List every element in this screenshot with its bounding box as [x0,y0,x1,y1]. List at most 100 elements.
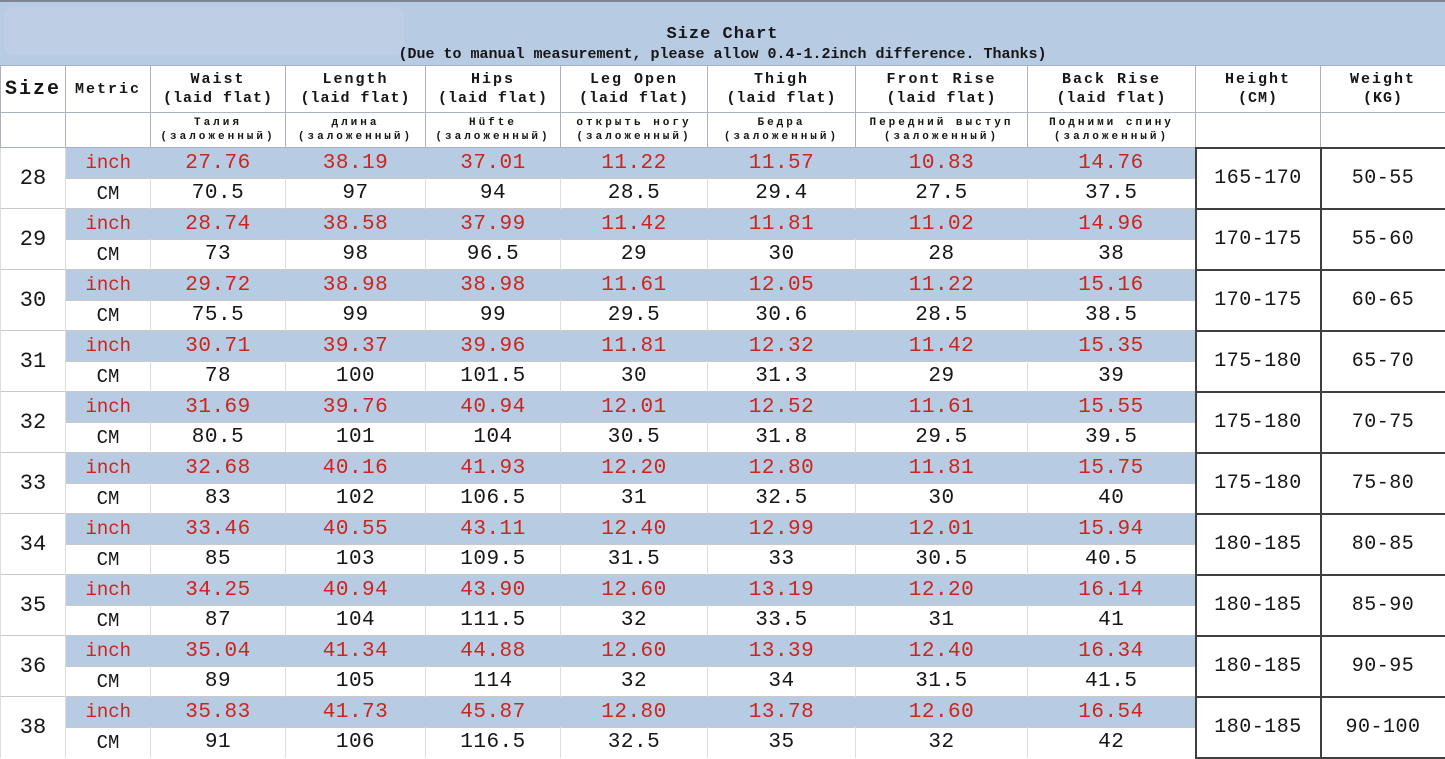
value-hips-inch: 37.99 [426,209,561,240]
col-header-size: Size [1,66,66,113]
value-waist-cm: 73 [151,240,286,270]
size-label-30: 30 [1,270,66,331]
col-subheader-waist-word: Талия [151,116,285,130]
metric-cm-label: CM [66,301,151,331]
value-waist-cm: 87 [151,606,286,636]
value-leg-open-cm: 29 [561,240,708,270]
col-header-back-rise-label: Back Rise [1028,70,1195,89]
col-subheader-thigh-paren: (заложенный) [708,130,855,144]
col-header-metric: Metric [66,66,151,113]
height-range-36: 180-185 [1196,636,1321,697]
value-hips-inch: 43.11 [426,514,561,545]
value-length-inch: 39.76 [286,392,426,423]
value-length-inch: 38.19 [286,148,426,179]
height-range-32: 175-180 [1196,392,1321,453]
value-thigh-inch: 13.78 [708,697,856,728]
height-range-30: 170-175 [1196,270,1321,331]
value-leg-open-cm: 29.5 [561,301,708,331]
value-leg-open-inch: 12.80 [561,697,708,728]
value-thigh-cm: 35 [708,728,856,758]
col-header-length-label: Length [286,70,425,89]
value-back-rise-inch: 16.54 [1028,697,1196,728]
value-waist-cm: 85 [151,545,286,575]
chart-subtitle: (Due to manual measurement, please allow… [0,46,1445,63]
value-hips-cm: 114 [426,667,561,697]
col-header-leg-open-label: Leg Open [561,70,707,89]
value-hips-cm: 109.5 [426,545,561,575]
col-subheader-leg-open: открыть ногу(заложенный) [561,113,708,148]
metric-inch-label: inch [66,148,151,179]
col-header-front-rise-unit: (laid flat) [856,89,1027,108]
weight-range-30: 60-65 [1321,270,1445,331]
value-waist-inch: 35.83 [151,697,286,728]
value-hips-cm: 99 [426,301,561,331]
value-back-rise-cm: 38.5 [1028,301,1196,331]
value-front-rise-cm: 31.5 [856,667,1028,697]
value-thigh-cm: 30.6 [708,301,856,331]
value-leg-open-inch: 11.81 [561,331,708,362]
height-range-28: 165-170 [1196,148,1321,209]
height-range-29: 170-175 [1196,209,1321,270]
col-header-weight-unit: (KG) [1321,89,1445,108]
height-range-34: 180-185 [1196,514,1321,575]
value-hips-cm: 104 [426,423,561,453]
value-front-rise-cm: 28.5 [856,301,1028,331]
metric-inch-label: inch [66,575,151,606]
value-back-rise-inch: 15.55 [1028,392,1196,423]
height-range-33: 175-180 [1196,453,1321,514]
col-subheader-front-rise: Передний выступ(заложенный) [856,113,1028,148]
value-front-rise-cm: 28 [856,240,1028,270]
col-subheader-back-rise-word: Подними спину [1028,116,1195,130]
col-subheader-thigh: Бедра(заложенный) [708,113,856,148]
col-header-height: Height(CM) [1196,66,1321,113]
value-thigh-inch: 12.80 [708,453,856,484]
value-length-cm: 99 [286,301,426,331]
size-label-34: 34 [1,514,66,575]
col-header-back-rise: Back Rise(laid flat) [1028,66,1196,113]
value-back-rise-cm: 41 [1028,606,1196,636]
col-subheader-length: длина(заложенный) [286,113,426,148]
metric-inch-label: inch [66,392,151,423]
col-header-thigh: Thigh(laid flat) [708,66,856,113]
value-front-rise-inch: 12.20 [856,575,1028,606]
weight-range-34: 80-85 [1321,514,1445,575]
value-thigh-cm: 33.5 [708,606,856,636]
size-label-33: 33 [1,453,66,514]
col-subheader-leg-open-word: открыть ногу [561,116,707,130]
value-front-rise-cm: 29.5 [856,423,1028,453]
size-label-29: 29 [1,209,66,270]
value-leg-open-cm: 31.5 [561,545,708,575]
value-front-rise-cm: 29 [856,362,1028,392]
metric-inch-label: inch [66,697,151,728]
value-front-rise-inch: 12.60 [856,697,1028,728]
col-header-hips: Hips(laid flat) [426,66,561,113]
value-thigh-inch: 12.32 [708,331,856,362]
value-leg-open-cm: 32 [561,667,708,697]
metric-cm-label: CM [66,667,151,697]
weight-range-33: 75-80 [1321,453,1445,514]
col-header-length: Length(laid flat) [286,66,426,113]
value-thigh-inch: 11.57 [708,148,856,179]
col-header-front-rise: Front Rise(laid flat) [856,66,1028,113]
col-header-leg-open-unit: (laid flat) [561,89,707,108]
value-waist-inch: 27.76 [151,148,286,179]
col-subheader-leg-open-paren: (заложенный) [561,130,707,144]
value-hips-cm: 116.5 [426,728,561,758]
value-hips-cm: 94 [426,179,561,209]
value-length-inch: 38.58 [286,209,426,240]
value-thigh-cm: 29.4 [708,179,856,209]
size-label-32: 32 [1,392,66,453]
value-length-cm: 102 [286,484,426,514]
value-back-rise-cm: 38 [1028,240,1196,270]
col-header-thigh-label: Thigh [708,70,855,89]
value-length-cm: 105 [286,667,426,697]
value-thigh-inch: 11.81 [708,209,856,240]
value-thigh-inch: 12.52 [708,392,856,423]
